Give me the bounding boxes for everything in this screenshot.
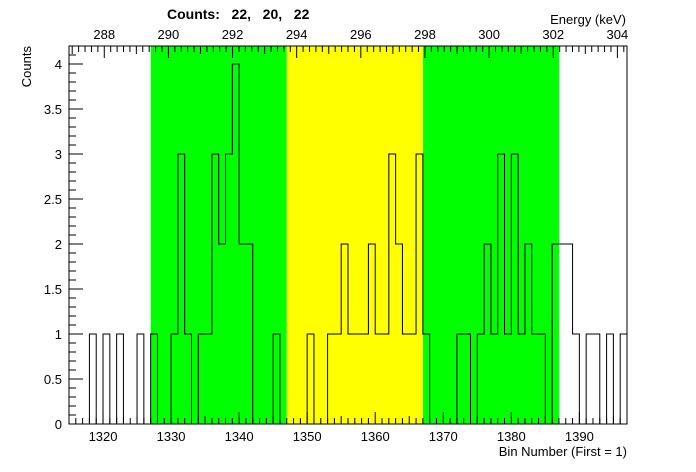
region-bands	[150, 46, 559, 424]
y-tick-label: 0.5	[44, 372, 62, 387]
x-tick-label: 1390	[565, 429, 594, 444]
y-tick-label: 1.5	[44, 282, 62, 297]
region-band	[286, 46, 423, 424]
x-tick-label: 1320	[89, 429, 118, 444]
energy-tick-label: 294	[286, 27, 308, 42]
x-axis: 1320 1330 1340 1350 1360 1370 1380 1390	[68, 412, 628, 444]
y-tick-label: 2.5	[44, 192, 62, 207]
x-tick-label: 1370	[429, 429, 458, 444]
energy-tick-label: 300	[478, 27, 500, 42]
energy-tick-label: 304	[607, 27, 629, 42]
y-tick-label: 4	[55, 57, 62, 72]
energy-tick-label: 290	[158, 27, 180, 42]
x-tick-label: 1340	[225, 429, 254, 444]
energy-axis: 288 290 292 294 296 298 300 302 304	[71, 27, 629, 58]
x-axis-title: Bin Number (First = 1)	[499, 444, 627, 459]
y-tick-label: 3	[55, 147, 62, 162]
region-band	[422, 46, 559, 424]
energy-tick-label: 292	[222, 27, 244, 42]
energy-tick-label: 298	[414, 27, 436, 42]
energy-tick-label: 288	[93, 27, 115, 42]
energy-tick-label: 296	[350, 27, 372, 42]
y-axis-title: Counts	[19, 46, 34, 88]
x-tick-label: 1380	[497, 429, 526, 444]
y-axis: 0 0.5 1 1.5 2 2.5 3 3.5 4	[44, 45, 83, 432]
counts-summary: Counts: 22, 20, 22	[167, 6, 310, 22]
y-tick-label: 2	[55, 237, 62, 252]
x-tick-label: 1360	[361, 429, 390, 444]
y-tick-label: 1	[55, 327, 62, 342]
energy-tick-label: 302	[542, 27, 564, 42]
y-tick-label: 0	[55, 417, 62, 432]
energy-axis-title: Energy (keV)	[550, 12, 626, 27]
x-tick-label: 1330	[157, 429, 186, 444]
y-tick-label: 3.5	[44, 102, 62, 117]
x-tick-label: 1350	[293, 429, 322, 444]
